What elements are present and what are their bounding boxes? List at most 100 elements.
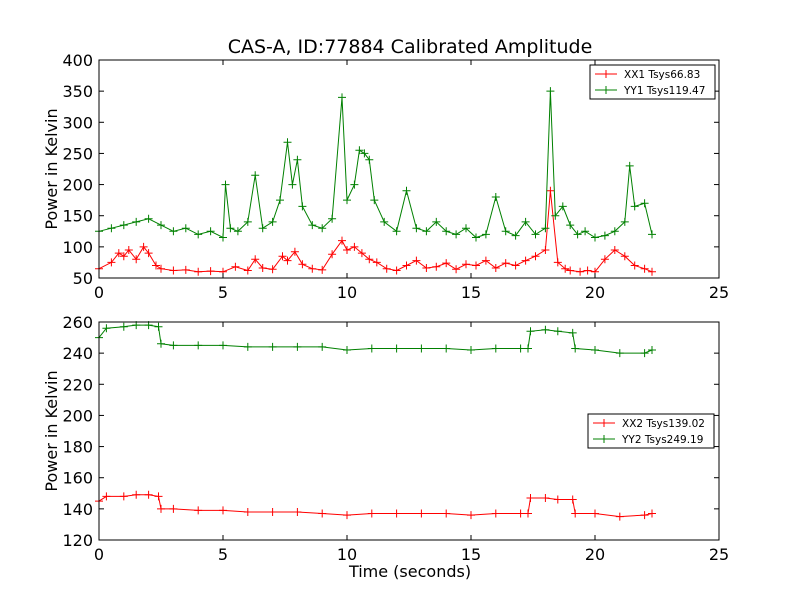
top-legend-entry-xx1: XX1 Tsys66.83	[595, 69, 700, 81]
data-point	[591, 509, 599, 518]
data-point	[382, 264, 391, 273]
data-point	[566, 221, 575, 230]
data-point	[442, 509, 451, 518]
data-point	[481, 230, 490, 239]
data-point	[491, 509, 500, 518]
data-point	[233, 227, 242, 236]
data-point	[107, 258, 116, 267]
data-point	[194, 506, 203, 515]
data-point	[154, 492, 163, 501]
data-point	[524, 509, 532, 518]
data-point	[293, 342, 302, 351]
y-tick-label: 400	[62, 51, 93, 70]
y-tick-label: 200	[62, 176, 93, 195]
bottom-legend-entry-xx2: XX2 Tsys139.02	[593, 418, 705, 430]
bottom-subplot: 0 5 10 15 20 25 120 140 160 180 200 220 240 260 Power…	[42, 313, 729, 581]
data-point	[516, 509, 525, 518]
data-point	[226, 224, 235, 233]
data-point	[219, 341, 227, 350]
data-point	[318, 342, 327, 351]
data-point	[481, 256, 490, 265]
data-point	[268, 508, 277, 516]
data-point	[181, 224, 190, 233]
data-point	[452, 265, 461, 274]
bottom-axes-frame	[98, 321, 720, 541]
data-point	[591, 233, 599, 242]
x-tick-label: 15	[461, 545, 481, 564]
x-tick-label: 5	[218, 283, 228, 302]
data-point	[360, 149, 369, 158]
data-point	[169, 504, 178, 513]
x-tick-label: 0	[94, 545, 104, 564]
data-point	[367, 344, 376, 353]
y-tick-label: 50	[73, 269, 93, 288]
data-point	[467, 346, 475, 354]
series-yy1	[95, 87, 656, 242]
data-point	[343, 246, 351, 254]
bottom-legend: XX2 Tsys139.02 YY2 Tsys249.19	[587, 413, 715, 449]
data-point	[283, 256, 292, 265]
data-point	[144, 214, 153, 223]
data-point	[573, 230, 582, 239]
y-tick-label: 250	[62, 144, 93, 163]
data-point	[491, 193, 500, 201]
data-point	[221, 180, 230, 189]
data-point	[566, 266, 575, 275]
data-point	[367, 509, 376, 518]
data-point	[526, 327, 535, 336]
data-point	[318, 509, 327, 518]
data-point	[102, 492, 111, 501]
data-point	[620, 252, 629, 261]
data-point	[124, 246, 133, 254]
y-tick-label: 300	[62, 113, 93, 132]
top-legend-box	[589, 64, 716, 100]
data-point	[194, 230, 203, 239]
data-point	[157, 264, 165, 273]
y-tick-label: 150	[62, 207, 93, 226]
data-point	[258, 264, 267, 272]
data-point	[293, 508, 302, 516]
legend-label-xx1: XX1 Tsys66.83	[624, 69, 700, 81]
data-point	[392, 266, 401, 275]
data-point	[370, 196, 379, 205]
data-point	[308, 221, 317, 230]
data-point	[268, 342, 277, 351]
data-point	[268, 217, 277, 226]
data-point	[417, 509, 426, 518]
data-point	[472, 233, 480, 242]
top-plot-marks	[95, 87, 656, 276]
chart-title: CAS-A, ID:77884 Calibrated Amplitude	[228, 36, 593, 58]
data-point	[328, 214, 337, 223]
data-point	[169, 266, 178, 275]
data-point	[558, 202, 567, 211]
top-subplot: 0 5 10 15 20 25 50 100 150 200 250 300 350 400 Power …	[42, 51, 729, 302]
data-point	[119, 252, 128, 261]
data-point	[422, 227, 431, 236]
data-point	[392, 227, 401, 236]
x-tick-label: 25	[709, 545, 729, 564]
data-point	[412, 256, 421, 265]
x-tick-label: 20	[585, 545, 605, 564]
bottom-plot-marks	[95, 321, 656, 521]
data-point	[132, 255, 141, 264]
data-point	[630, 261, 639, 270]
data-point	[243, 266, 252, 275]
data-point	[531, 230, 540, 239]
data-point	[467, 511, 475, 520]
data-point	[640, 264, 649, 273]
top-axis-ticks: 0 5 10 15 20 25 50 100 150 200 250 300 350 400	[62, 51, 729, 302]
data-point	[615, 349, 624, 358]
data-point	[640, 349, 649, 358]
data-point	[343, 346, 351, 354]
data-point	[283, 138, 292, 147]
data-point	[402, 261, 411, 270]
data-point	[583, 266, 592, 275]
data-point	[219, 506, 227, 515]
data-point	[350, 242, 359, 251]
data-point	[452, 230, 461, 239]
data-point	[169, 341, 178, 350]
data-point	[412, 224, 421, 233]
x-tick-label: 15	[461, 283, 481, 302]
